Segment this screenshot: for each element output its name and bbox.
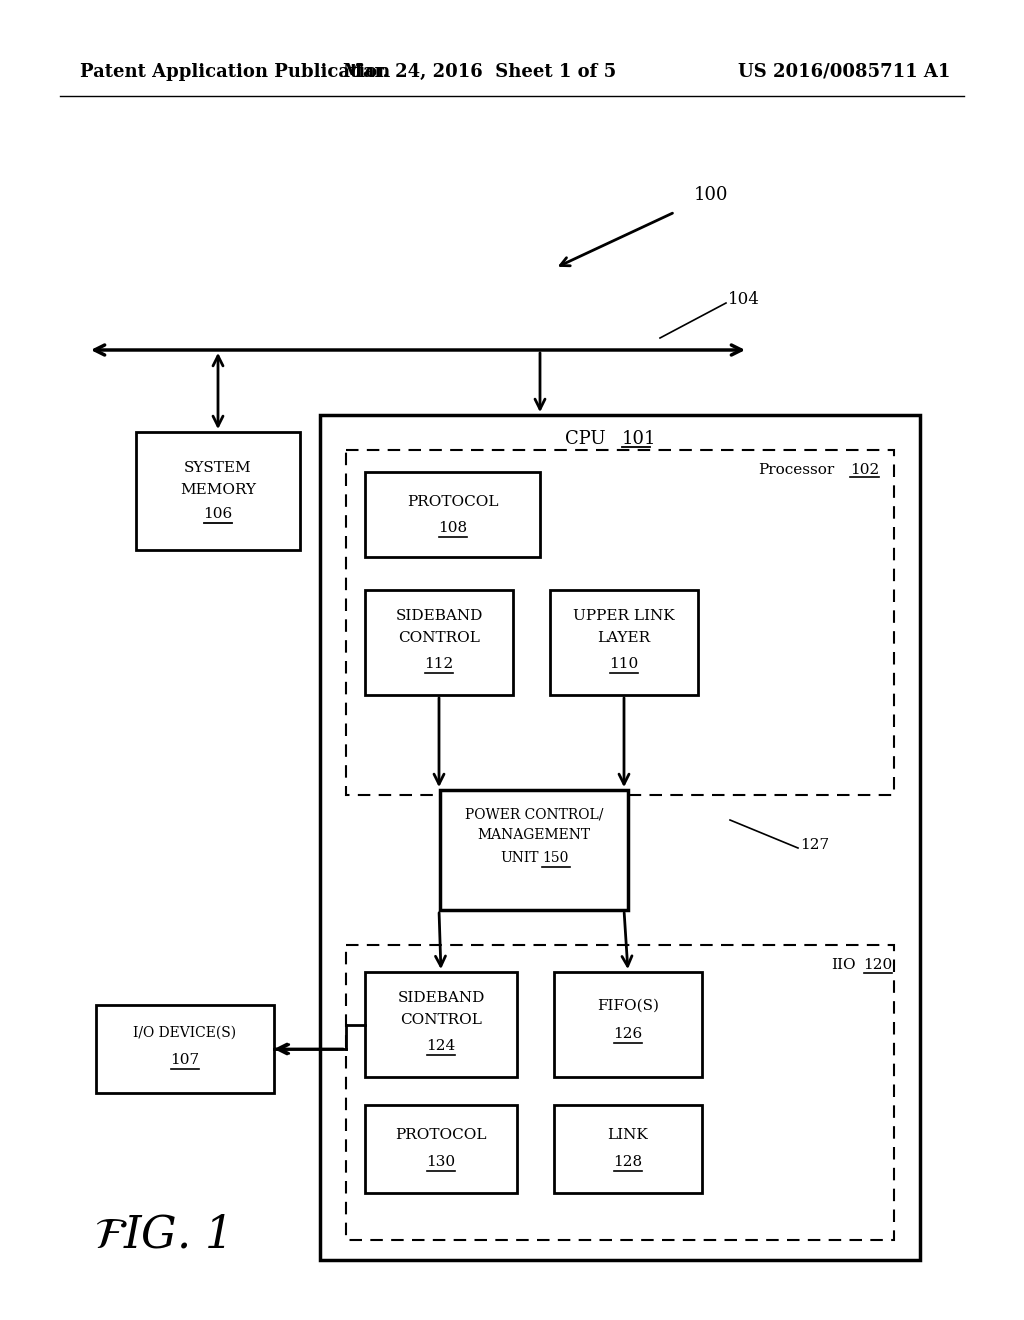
Text: I/O DEVICE(S): I/O DEVICE(S) [133,1026,237,1040]
Text: 100: 100 [694,186,728,205]
Text: POWER CONTROL/: POWER CONTROL/ [465,807,603,821]
Text: 127: 127 [800,838,829,851]
Text: 128: 128 [613,1155,643,1170]
Text: Processor: Processor [758,463,834,477]
Text: UNIT: UNIT [501,851,540,865]
Text: 108: 108 [438,521,467,535]
Text: SIDEBAND: SIDEBAND [397,991,484,1005]
Text: IIO: IIO [831,958,856,972]
Text: 107: 107 [170,1053,200,1067]
Bar [365,590,513,696]
Bar [96,1005,274,1093]
Text: LAYER: LAYER [597,631,650,645]
Text: 101: 101 [622,430,656,447]
Text: MANAGEMENT: MANAGEMENT [477,828,591,842]
Bar [346,450,894,795]
Bar [554,1105,702,1193]
Bar [365,473,540,557]
Text: CONTROL: CONTROL [398,631,480,645]
Bar [550,590,698,696]
Text: Patent Application Publication: Patent Application Publication [80,63,390,81]
Text: SIDEBAND: SIDEBAND [395,609,482,623]
Text: Mar. 24, 2016  Sheet 1 of 5: Mar. 24, 2016 Sheet 1 of 5 [343,63,616,81]
Text: UPPER LINK: UPPER LINK [573,609,675,623]
Text: 102: 102 [850,463,880,477]
Text: MEMORY: MEMORY [180,483,256,498]
Text: US 2016/0085711 A1: US 2016/0085711 A1 [737,63,950,81]
Text: 104: 104 [728,292,760,309]
Text: LINK: LINK [607,1129,648,1142]
Text: 120: 120 [863,958,893,972]
Text: FIFO(S): FIFO(S) [597,999,659,1012]
Text: CONTROL: CONTROL [400,1012,482,1027]
Text: 110: 110 [609,657,639,671]
Text: 106: 106 [204,507,232,521]
Text: 126: 126 [613,1027,643,1041]
Text: 130: 130 [426,1155,456,1170]
Bar [554,972,702,1077]
Bar [440,789,628,909]
Text: 124: 124 [426,1039,456,1053]
Text: SYSTEM: SYSTEM [184,461,252,475]
Text: PROTOCOL: PROTOCOL [407,495,499,510]
Bar [365,972,517,1077]
Bar [365,1105,517,1193]
Bar [136,432,300,550]
Bar [346,945,894,1239]
Text: 150: 150 [543,851,569,865]
Text: $\mathcal{F}$IG. 1: $\mathcal{F}$IG. 1 [94,1213,226,1257]
Text: CPU: CPU [565,430,606,447]
Text: PROTOCOL: PROTOCOL [395,1129,486,1142]
Bar [319,414,920,1261]
Text: 112: 112 [424,657,454,671]
